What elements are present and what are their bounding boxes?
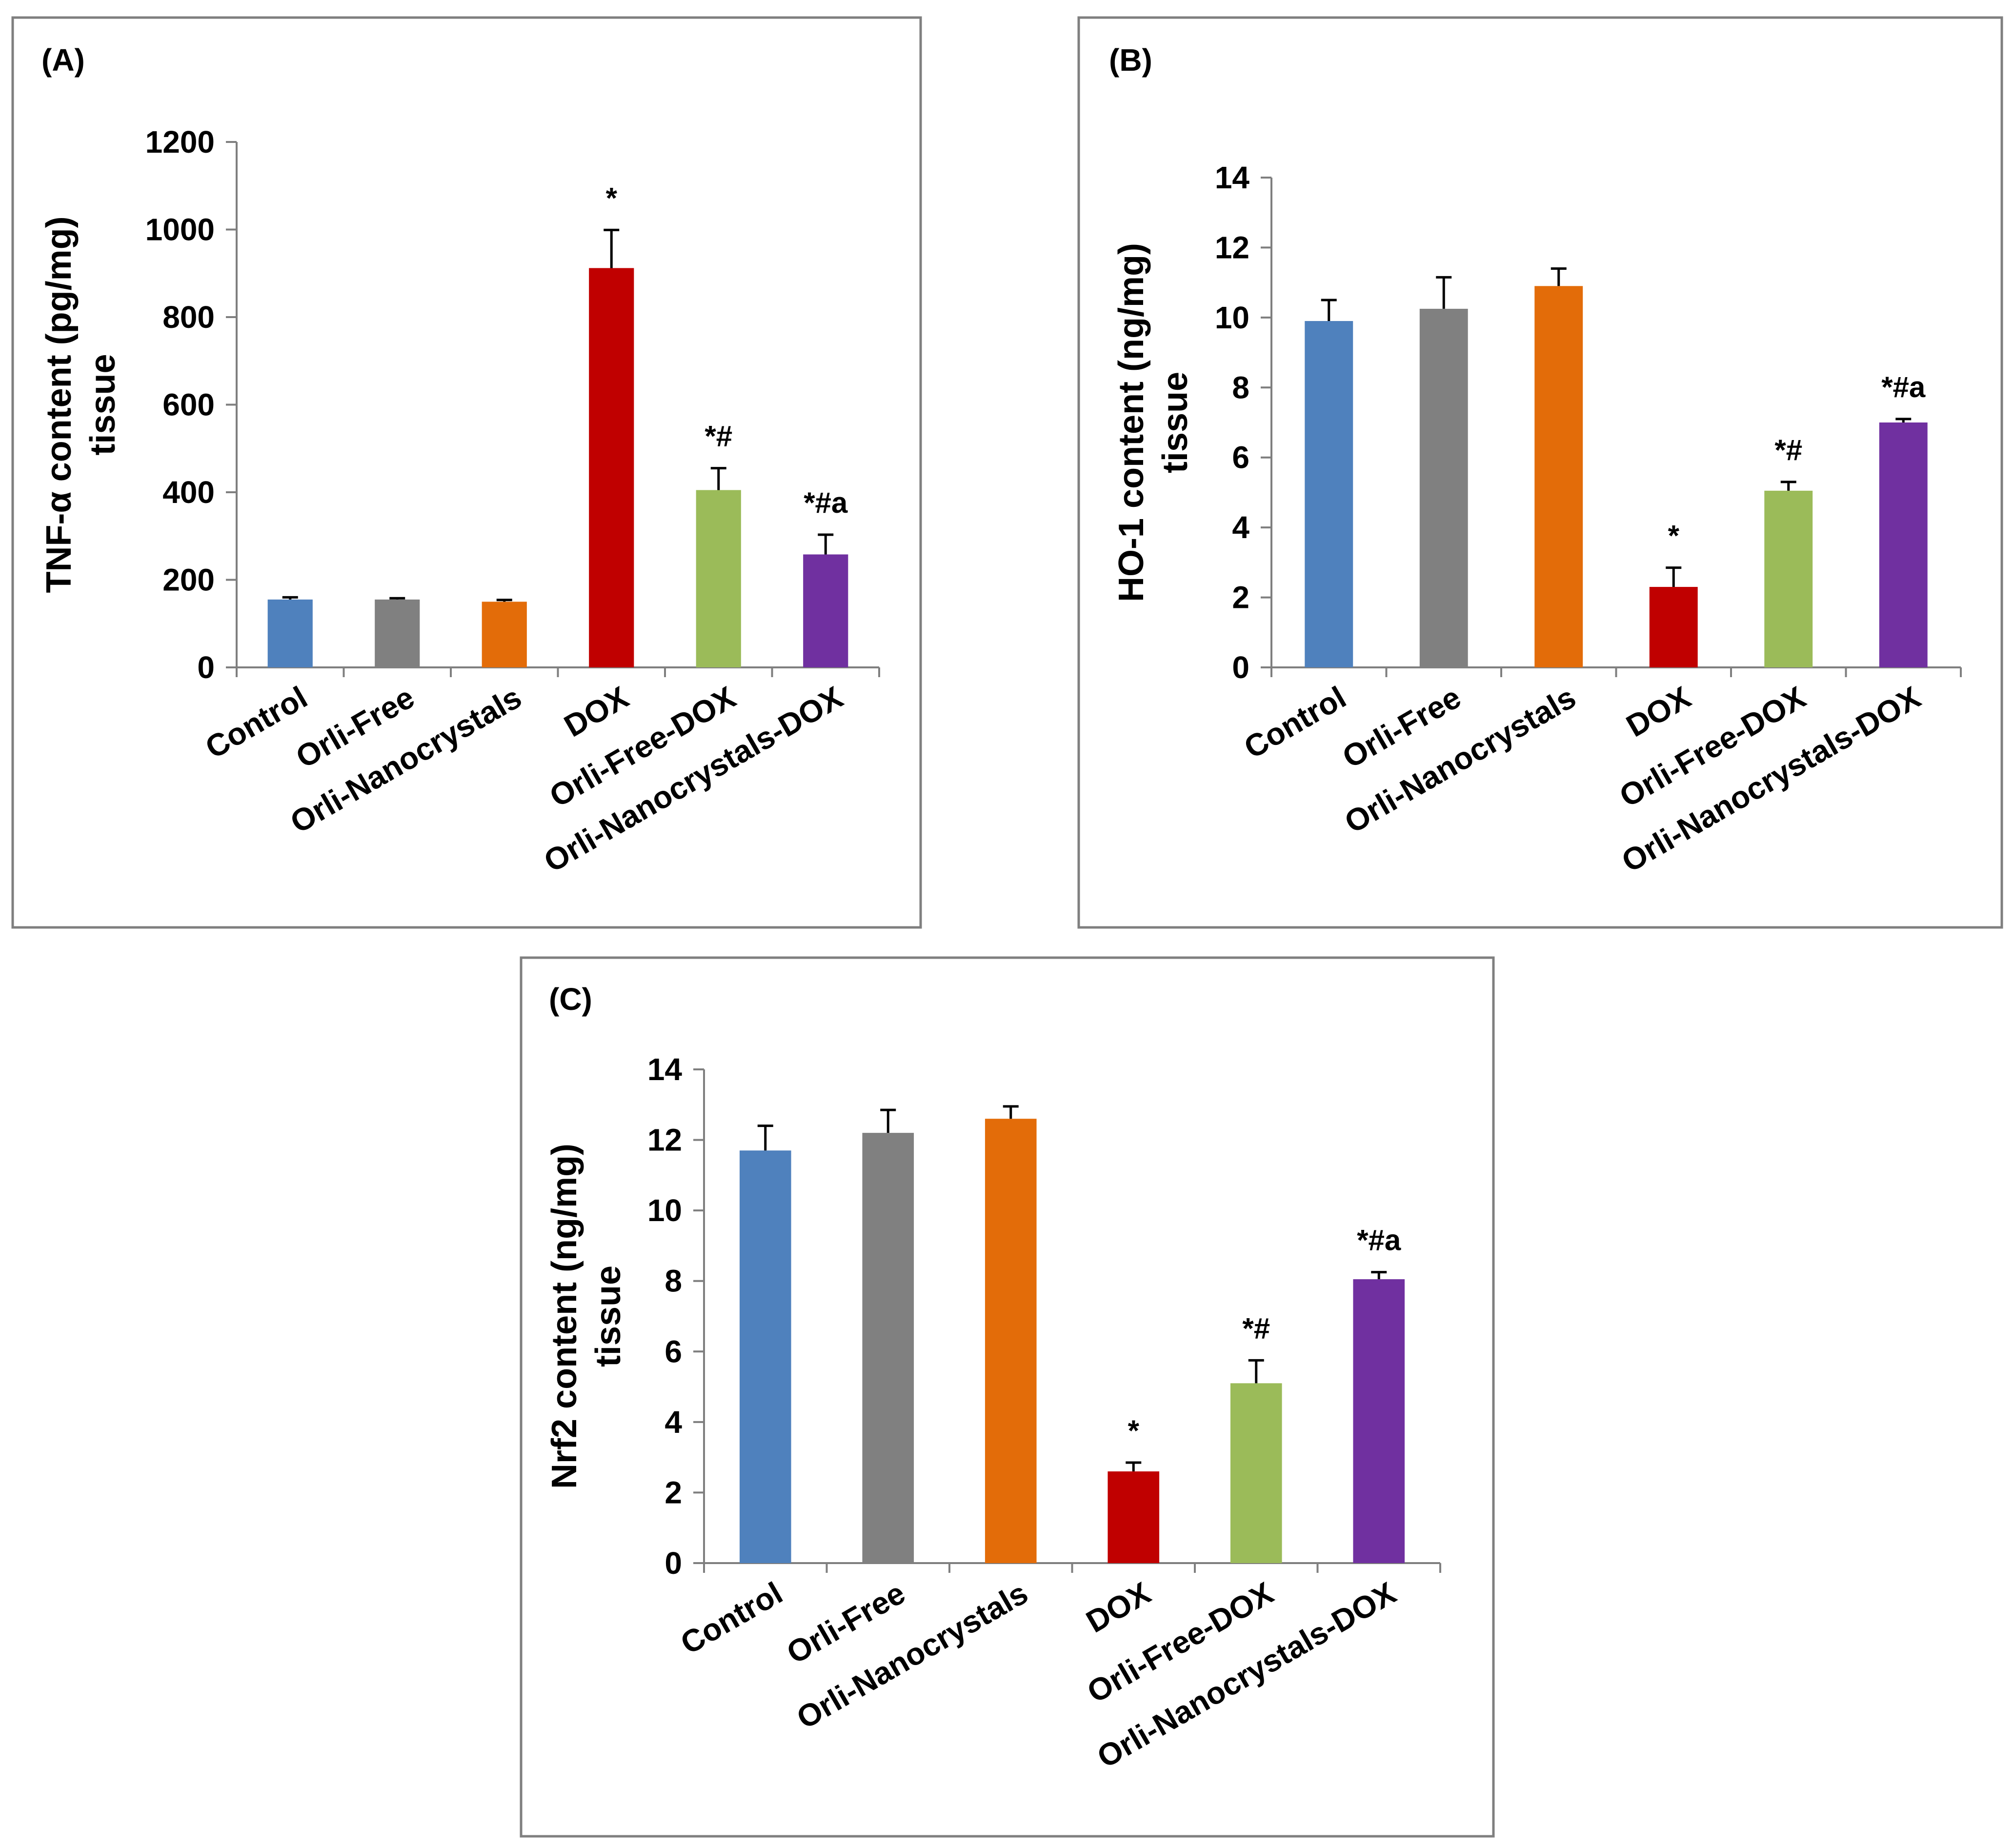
y-tick-label: 14 xyxy=(647,1052,683,1087)
y-tick-label: 14 xyxy=(1215,160,1250,195)
y-tick-label: 8 xyxy=(1232,370,1249,405)
y-tick-label: 0 xyxy=(665,1546,682,1581)
y-tick-label: 200 xyxy=(162,562,215,598)
y-tick-label: 10 xyxy=(1215,300,1249,335)
panel-label: (B) xyxy=(1109,42,1152,78)
bar xyxy=(1108,1471,1160,1563)
y-tick-label: 1200 xyxy=(145,124,215,160)
y-tick-label: 12 xyxy=(647,1123,682,1158)
bar xyxy=(1230,1383,1282,1563)
y-tick-label: 6 xyxy=(665,1334,682,1369)
y-tick-label: 8 xyxy=(665,1264,682,1299)
significance-label: *#a xyxy=(1357,1224,1401,1257)
bar xyxy=(985,1119,1037,1563)
bar xyxy=(1419,308,1468,667)
bar xyxy=(1305,321,1353,667)
bar xyxy=(375,599,420,667)
bar xyxy=(589,268,634,667)
significance-label: *#a xyxy=(804,486,848,519)
y-tick-label: 400 xyxy=(162,475,215,510)
panel-frame-1 xyxy=(11,16,922,929)
y-tick-label: 2 xyxy=(1232,580,1249,615)
bar xyxy=(1764,490,1813,667)
y-tick-label: 600 xyxy=(162,387,215,422)
significance-label: *#a xyxy=(1881,371,1926,403)
y-tick-label: 2 xyxy=(665,1475,682,1510)
significance-label: * xyxy=(606,181,618,214)
y-tick-label: 6 xyxy=(1232,440,1249,475)
y-axis-title: TNF-α content (pg/mg) xyxy=(40,216,79,593)
y-tick-label: 4 xyxy=(665,1405,682,1440)
y-tick-label: 10 xyxy=(647,1193,682,1228)
bar xyxy=(739,1150,791,1563)
panel-label: (A) xyxy=(41,42,85,78)
y-axis-title: HO-1 content (ng/mg) xyxy=(1112,243,1151,602)
bar xyxy=(267,599,313,667)
significance-label: *# xyxy=(705,420,732,453)
bar xyxy=(862,1133,914,1563)
y-tick-label: 4 xyxy=(1232,510,1249,545)
y-tick-label: 800 xyxy=(162,300,215,335)
significance-label: *# xyxy=(1774,434,1802,466)
significance-label: * xyxy=(1668,520,1680,552)
y-axis-title: tissue xyxy=(83,354,122,455)
significance-label: * xyxy=(1128,1414,1140,1447)
panel-label: (C) xyxy=(549,982,592,1017)
bar xyxy=(696,490,741,667)
bar xyxy=(803,554,848,667)
y-axis-title: Nrf2 content (ng/mg) xyxy=(545,1144,584,1489)
y-tick-label: 0 xyxy=(197,650,215,685)
y-axis-title: tissue xyxy=(1156,372,1195,473)
significance-label: *# xyxy=(1242,1312,1270,1345)
y-tick-label: 12 xyxy=(1215,230,1249,265)
bar xyxy=(482,602,527,667)
y-tick-label: 1000 xyxy=(145,212,215,247)
y-tick-label: 0 xyxy=(1232,650,1249,685)
bar xyxy=(1649,587,1698,667)
y-axis-title: tissue xyxy=(589,1265,628,1367)
bar xyxy=(1879,422,1928,667)
bar xyxy=(1534,286,1583,667)
bar xyxy=(1353,1279,1405,1563)
